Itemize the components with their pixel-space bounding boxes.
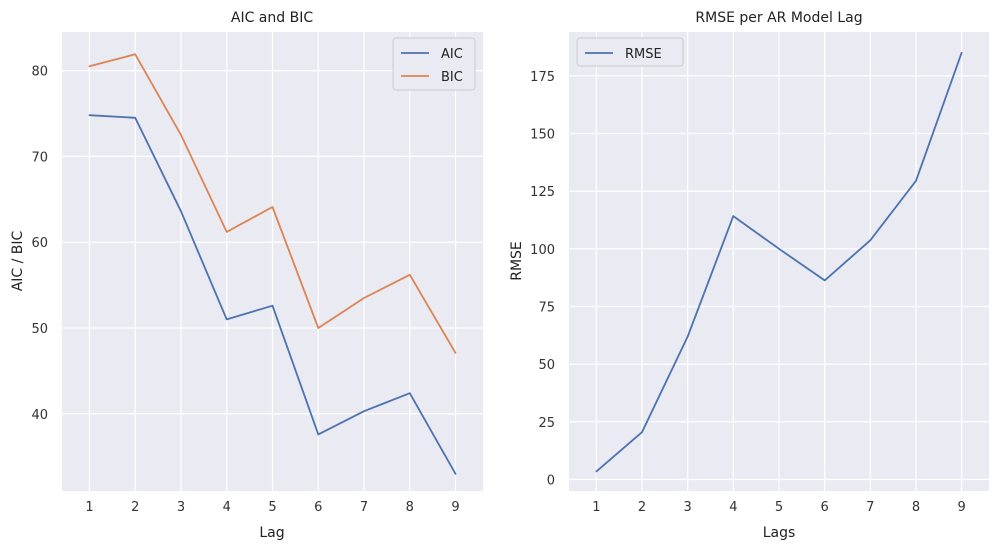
x-tick-label: 9 xyxy=(451,500,459,515)
chart-title: RMSE per AR Model Lag xyxy=(695,10,862,26)
x-tick-label: 1 xyxy=(85,500,93,515)
y-tick-label: 150 xyxy=(530,127,555,142)
legend-label: BIC xyxy=(441,70,463,85)
y-tick-label: 40 xyxy=(31,408,48,423)
x-tick-label: 6 xyxy=(314,500,322,515)
legend-label: RMSE xyxy=(625,47,662,62)
series-line-bic xyxy=(88,53,457,354)
series-line-aic xyxy=(88,114,457,475)
series-line-rmse xyxy=(595,51,963,473)
x-tick-label: 2 xyxy=(131,500,139,515)
y-tick-label: 75 xyxy=(538,300,555,315)
rmse-chart: RMSE per AR Model Lag Lags RMSE 1 2 3 4 5 6 7 8… xyxy=(509,10,989,541)
x-axis-label: Lags xyxy=(763,525,796,541)
x-tick-label: 6 xyxy=(821,500,829,515)
x-tick-label: 4 xyxy=(223,500,231,515)
x-tick-label: 7 xyxy=(360,500,368,515)
y-tick-label: 50 xyxy=(538,358,555,373)
x-tick-label: 1 xyxy=(592,500,600,515)
y-tick-label: 25 xyxy=(538,416,555,431)
x-axis-label: Lag xyxy=(259,525,284,541)
y-axis-label: RMSE xyxy=(509,241,525,281)
y-tick-label: 0 xyxy=(547,473,555,488)
chart-title: AIC and BIC xyxy=(231,10,313,26)
x-tick-label: 8 xyxy=(406,500,414,515)
gridlines xyxy=(62,32,483,491)
y-tick-label: 125 xyxy=(530,185,555,200)
legend: RMSE xyxy=(576,37,684,67)
y-tick-label: 80 xyxy=(31,65,48,80)
x-tick-label: 9 xyxy=(957,500,965,515)
y-tick-label: 175 xyxy=(530,70,555,85)
x-tick-label: 3 xyxy=(177,500,185,515)
legend-box xyxy=(392,37,476,91)
x-tick-label: 5 xyxy=(775,500,783,515)
aic-bic-chart: AIC and BIC Lag AIC / BIC 1 2 3 4 5 6 7 8 9 40 50 6… xyxy=(10,10,483,541)
x-tick-label: 5 xyxy=(268,500,276,515)
legend-label: AIC xyxy=(441,47,463,62)
x-tick-label: 7 xyxy=(866,500,874,515)
y-tick-label: 70 xyxy=(31,150,48,165)
y-tick-label: 60 xyxy=(31,236,48,251)
y-axis-label: AIC / BIC xyxy=(10,230,26,291)
legend-box xyxy=(576,37,684,67)
x-tick-label: 8 xyxy=(912,500,920,515)
x-tick-label: 2 xyxy=(638,500,646,515)
y-tick-label: 50 xyxy=(31,322,48,337)
y-tick-label: 100 xyxy=(530,243,555,258)
gridlines xyxy=(569,32,989,491)
legend: AIC BIC xyxy=(392,37,476,91)
x-tick-label: 3 xyxy=(684,500,692,515)
x-tick-label: 4 xyxy=(729,500,737,515)
